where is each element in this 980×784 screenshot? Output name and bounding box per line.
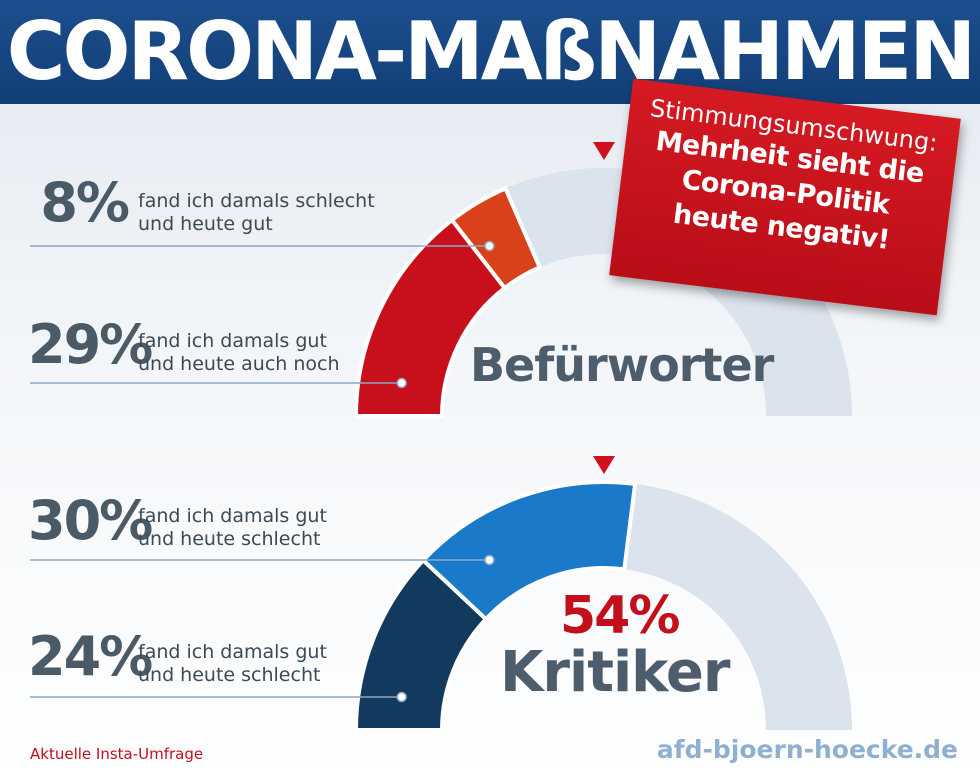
leader-dot	[484, 240, 495, 252]
row-desc-line2: und heute schlecht	[138, 528, 321, 550]
row-desc-line1: fand ich damals gut	[138, 641, 327, 663]
website-link[interactable]: afd-bjoern-hoecke.de	[656, 735, 958, 764]
headline-banner: Stimmungsumschwung: Mehrheit sieht die C…	[609, 78, 961, 316]
row-desc-schlecht-gut: fand ich damals schlecht und heute gut	[138, 190, 375, 236]
row-pct-gut-schlecht-b: 24%	[28, 625, 153, 688]
gauge-segment	[420, 480, 638, 622]
row-desc-gut-gut: fand ich damals gut und heute auch noch	[138, 330, 340, 376]
row-pct-gut-schlecht-a: 30%	[28, 489, 153, 552]
row-desc-gut-schlecht-b: fand ich damals gut und heute schlecht	[138, 641, 327, 687]
page-title: CORONA-MAßNAHMEN	[6, 5, 976, 98]
leader-dot	[396, 377, 407, 389]
row-pct-gut-gut: 29%	[28, 313, 153, 376]
midpoint-marker-icon	[593, 456, 615, 474]
header-bar: CORONA-MAßNAHMEN	[0, 0, 980, 104]
row-desc-line1: fand ich damals schlecht	[138, 190, 375, 212]
row-desc-line2: und heute gut	[138, 213, 273, 235]
midpoint-marker-icon	[593, 142, 615, 160]
source-note: Aktuelle Insta-Umfrage	[30, 745, 204, 763]
row-desc-gut-schlecht-a: fand ich damals gut und heute schlecht	[138, 505, 327, 551]
gauge-label-kritiker: Kritiker	[500, 640, 731, 705]
row-pct-schlecht-gut: 8%	[40, 171, 130, 234]
gauge-segment	[449, 185, 543, 291]
row-desc-line1: fand ich damals gut	[138, 505, 327, 527]
gauge-total-kritiker: 54%	[560, 586, 680, 646]
leader-dot	[484, 554, 495, 566]
gauge-label-befuerworter: Befürworter	[470, 338, 774, 392]
row-desc-line2: und heute schlecht	[138, 664, 321, 686]
row-desc-line2: und heute auch noch	[138, 353, 340, 375]
gauge-kritiker	[30, 456, 852, 732]
leader-dot	[396, 691, 407, 703]
row-desc-line1: fand ich damals gut	[138, 330, 327, 352]
